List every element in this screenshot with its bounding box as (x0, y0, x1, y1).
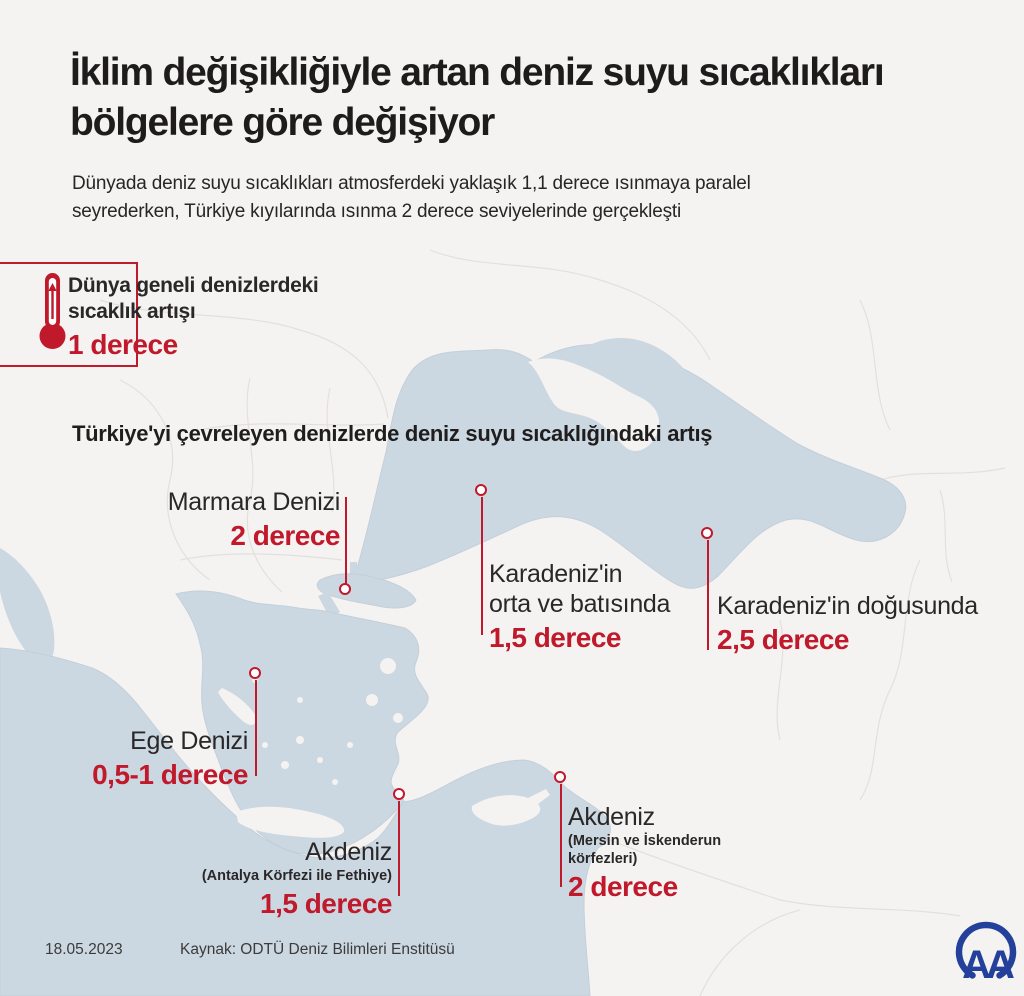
dardanelles-strait (318, 592, 340, 618)
sea-name: Marmara Denizi (167, 488, 341, 516)
country-borders (99, 249, 1006, 996)
cyprus-island (471, 795, 541, 826)
marker-karadeniz-orta (475, 484, 487, 496)
temp-value: 2,5 derece (717, 624, 850, 655)
label-marmara: Marmara Denizi 2 derece (84, 487, 341, 552)
sea-name: Ege Denizi (130, 727, 248, 755)
crete-island (236, 806, 345, 838)
leader-line-akdeniz-antalya (398, 801, 400, 896)
global-temp-box-outline (0, 262, 138, 367)
sea-qualifier: (Mersin ve İskenderun (568, 833, 722, 849)
page-title: İklim değişikliğiyle artan deniz suyu sı… (70, 48, 990, 148)
leader-line-karadeniz-dogu (707, 540, 709, 650)
title-line-2: bölgelere göre değişiyor (70, 101, 495, 144)
azov-sea (588, 338, 692, 395)
subtitle-line-2: seyrederken, Türkiye kıyılarında ısınma … (72, 201, 681, 222)
global-temp-label-line-1: Dünya geneli denizlerdeki (68, 274, 319, 297)
global-temp-label-line-2: sıcaklık artışı (68, 300, 196, 323)
global-temp-value: 1 derece (68, 329, 178, 360)
sea-name: Karadeniz'in doğusunda (717, 592, 978, 620)
adriatic-sea (0, 548, 55, 664)
temp-value: 0,5-1 derece (92, 759, 248, 790)
sea-qualifier: (Antalya Körfezi ile Fethiye) (201, 868, 392, 884)
marker-akdeniz-mersin (554, 771, 566, 783)
cyprus-panhandle (528, 789, 550, 807)
aa-logo-text: AA (962, 943, 1014, 987)
global-temp-label: Dünya geneli denizlerdeki sıcaklık artış… (68, 273, 388, 362)
leader-line-karadeniz-orta (481, 497, 483, 635)
label-ege: Ege Denizi 0,5-1 derece (28, 726, 248, 791)
source-credit: Kaynak: ODTÜ Deniz Bilimleri Enstitüsü (180, 941, 455, 958)
title-line-1: İklim değişikliğiyle artan deniz suyu sı… (70, 51, 885, 94)
leader-line-akdeniz-mersin (560, 784, 562, 887)
marker-marmara (339, 583, 351, 595)
sea-name: Akdeniz (568, 803, 655, 831)
sea-qualifier-line-2: körfezleri) (568, 851, 638, 867)
temp-value: 2 derece (230, 520, 340, 551)
islands (218, 658, 550, 838)
sea-name: Karadeniz'in (489, 560, 623, 588)
label-akdeniz-antalya: Akdeniz (Antalya Körfezi ile Fethiye) 1,… (142, 837, 393, 920)
marker-ege (249, 667, 261, 679)
marker-karadeniz-dogu (701, 527, 713, 539)
sea-name: Akdeniz (305, 838, 392, 866)
black-sea (351, 343, 907, 589)
aa-agency-logo: AA (955, 921, 1019, 987)
label-karadeniz-dogu: Karadeniz'in doğusunda 2,5 derece (717, 591, 1007, 656)
temp-value: 2 derece (568, 871, 678, 902)
marmara-sea (316, 573, 417, 609)
euboea-island (218, 688, 257, 725)
crimea-peninsula (528, 358, 660, 451)
leader-line-ege (255, 680, 257, 776)
leader-line-marmara (345, 497, 347, 584)
subtitle-line-1: Dünyada deniz suyu sıcaklıkları atmosfer… (72, 173, 751, 194)
temp-value: 1,5 derece (489, 622, 622, 653)
label-akdeniz-mersin: Akdeniz (Mersin ve İskenderun körfezleri… (568, 802, 808, 903)
section-heading: Türkiye'yi çevreleyen denizlerde deniz s… (72, 421, 713, 446)
thermometer-up-icon (39, 273, 66, 349)
label-karadeniz-orta: Karadeniz'in orta ve batısında 1,5 derec… (489, 559, 749, 654)
sea-name-line-2: orta ve batısında (489, 590, 671, 618)
marker-akdeniz-antalya (393, 788, 405, 800)
publish-date: 18.05.2023 (45, 941, 123, 958)
aegean-sea (175, 590, 429, 855)
rhodes-island (424, 768, 446, 786)
temp-value: 1,5 derece (260, 888, 393, 919)
page-subtitle: Dünyada deniz suyu sıcaklıkları atmosfer… (72, 170, 832, 226)
